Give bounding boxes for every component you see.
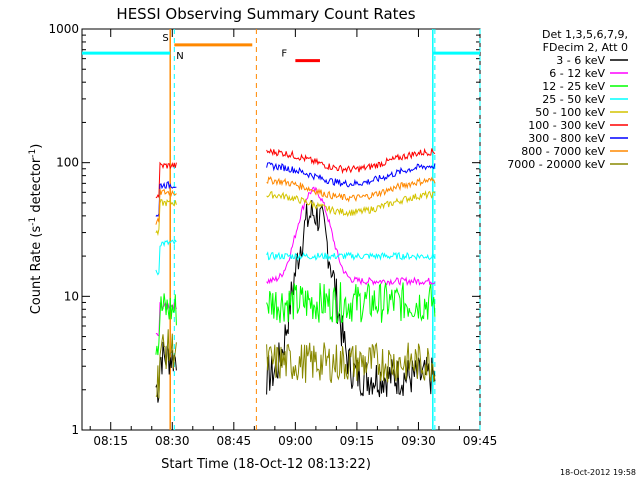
series-trace	[155, 293, 177, 356]
x-tick-label: 09:30	[401, 434, 436, 448]
flag-label: F	[281, 49, 287, 60]
legend-entry-label: 12 - 25 keV	[542, 80, 605, 93]
series-100-300-kev	[155, 147, 436, 199]
series-50-100-kev	[155, 190, 436, 237]
series-trace	[266, 186, 436, 287]
y-tick-label: 1000	[48, 22, 79, 36]
y-axis-label: Count Rate (s-1 detector-1)	[28, 144, 44, 315]
legend-entry-label: 3 - 6 keV	[556, 54, 605, 67]
legend-header: Det 1,3,5,6,7,9,	[542, 28, 628, 41]
y-axis-label-sup1: -1	[28, 217, 38, 226]
flag-label: N	[176, 51, 183, 62]
series-trace	[266, 175, 436, 203]
legend-entry-label: 7000 - 20000 keV	[507, 158, 605, 171]
x-tick-label: 09:00	[278, 434, 313, 448]
y-tick-label: 1	[71, 423, 79, 437]
series-12-25-kev	[155, 282, 436, 356]
x-tick-label: 08:15	[93, 434, 128, 448]
axis-ticks: 08:15 08:30 08:45 09:00 09:15 09:30 09:45 1 10 10…	[48, 22, 497, 448]
series-trace	[266, 147, 436, 175]
legend-entry-label: 800 - 7000 keV	[521, 145, 605, 158]
legend-entry-label: 25 - 50 keV	[542, 93, 605, 106]
series-trace	[155, 239, 177, 276]
y-tick-label: 10	[64, 289, 79, 303]
x-tick-label: 09:15	[340, 434, 375, 448]
y-axis-label-end: )	[29, 144, 44, 149]
y-axis-label-main: Count Rate (s	[29, 226, 44, 315]
series-trace	[155, 161, 177, 199]
series-800-7000-kev	[155, 175, 436, 225]
series-trace	[266, 199, 436, 398]
series-trace	[266, 282, 436, 324]
series-6-12-kev	[155, 186, 436, 337]
x-tick-label: 09:45	[463, 434, 498, 448]
legend-entry-label: 50 - 100 keV	[535, 106, 605, 119]
legend-entry-label: 100 - 300 keV	[528, 119, 605, 132]
series-group	[155, 147, 436, 403]
y-tick-label: 100	[56, 156, 79, 170]
series-trace	[155, 329, 177, 399]
legend-entry-label: 6 - 12 keV	[549, 67, 605, 80]
legend-header: FDecim 2, Att 0	[543, 41, 628, 54]
series-25-50-kev	[155, 239, 436, 276]
y-axis-label-sup2: -1	[28, 149, 38, 158]
x-tick-label: 08:30	[155, 434, 190, 448]
y-axis-label-mid: detector	[29, 157, 44, 217]
series-trace	[266, 251, 436, 261]
legend-entry-label: 300 - 800 keV	[528, 132, 605, 145]
series-trace	[155, 188, 177, 225]
legend: Det 1,3,5,6,7,9,FDecim 2, Att 03 - 6 keV…	[507, 28, 628, 171]
series-trace	[266, 190, 436, 218]
series-7000-20000-kev	[155, 329, 436, 399]
x-tick-label: 08:45	[217, 434, 252, 448]
x-axis-label: Start Time (18-Oct-12 08:13:22)	[161, 457, 371, 472]
flag-label: S	[162, 33, 168, 44]
series-trace	[266, 162, 436, 188]
chart-title: HESSI Observing Summary Count Rates	[116, 5, 415, 23]
footer-timestamp: 18-Oct-2012 19:58	[560, 468, 636, 477]
series-trace	[266, 342, 436, 383]
